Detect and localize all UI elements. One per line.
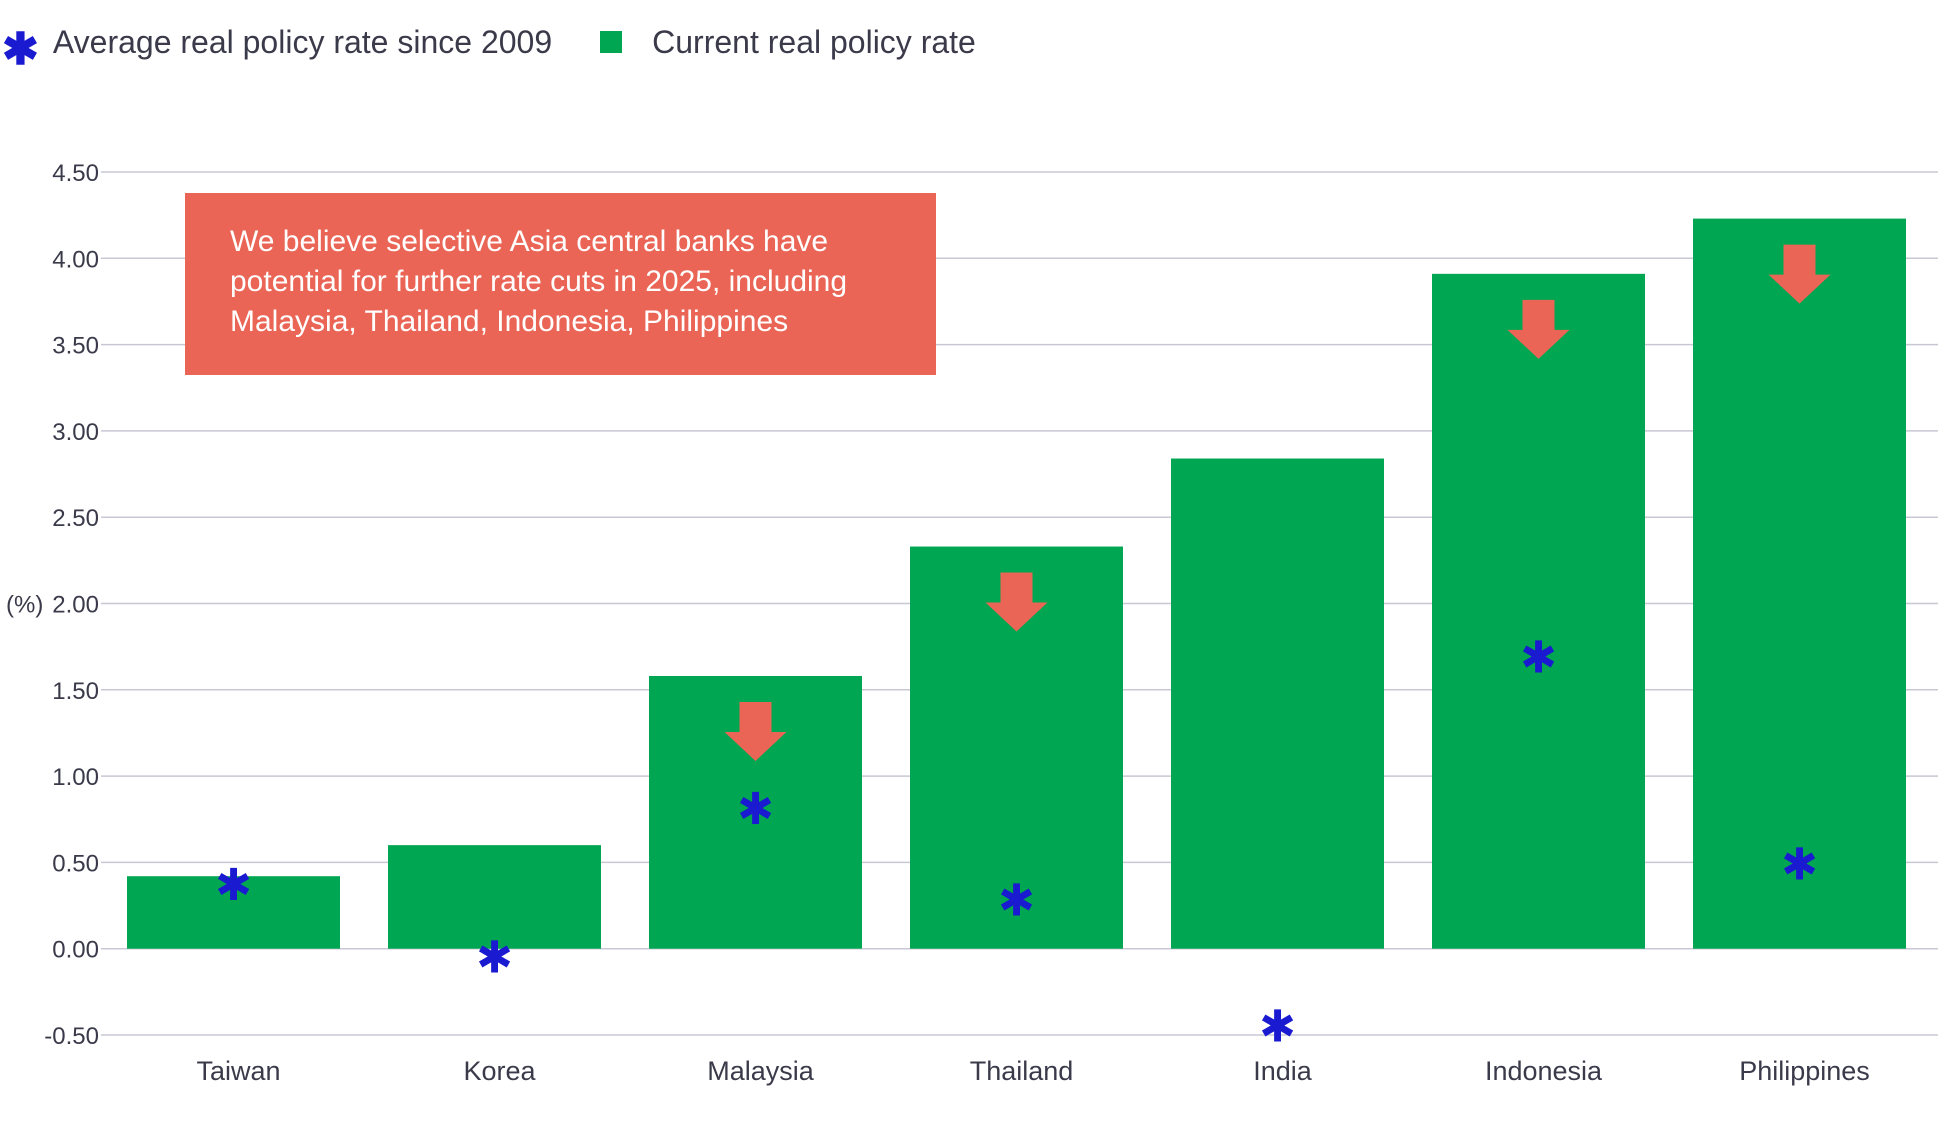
y-tick-label: 1.50	[52, 678, 99, 705]
bar-korea	[388, 845, 601, 949]
y-axis-label: (%)	[6, 592, 43, 619]
green-square-icon	[600, 31, 623, 53]
y-tick-label: 0.00	[52, 937, 99, 964]
down-arrow-icon	[1768, 244, 1831, 304]
asterisk-icon: ✱	[2, 25, 39, 74]
legend-label-current: Current real policy rate	[652, 23, 976, 60]
y-tick-label: 0.50	[52, 850, 99, 877]
y-tick-label: 2.50	[52, 505, 99, 532]
average-rate-marker: ✱	[1520, 632, 1557, 683]
x-tick-label: Malaysia	[707, 1056, 815, 1086]
y-tick-label: -0.50	[44, 1023, 99, 1050]
average-rate-marker: ✱	[476, 933, 513, 984]
x-tick-label: Indonesia	[1485, 1056, 1603, 1086]
callout-text: We believe selective Asia central banks …	[230, 225, 848, 338]
x-tick-label: Thailand	[970, 1056, 1074, 1086]
y-tick-label: 4.00	[52, 246, 99, 273]
y-tick-label: 2.00	[52, 592, 99, 619]
x-tick-label: Taiwan	[196, 1056, 280, 1086]
x-tick-label: Philippines	[1739, 1056, 1870, 1086]
down-arrow-icon	[724, 701, 787, 761]
legend-item-current: Current real policy rate	[600, 24, 976, 61]
average-rate-marker: ✱	[737, 784, 774, 835]
legend-label-average: Average real policy rate since 2009	[52, 23, 553, 60]
x-tick-label: India	[1253, 1056, 1313, 1086]
bar-india	[1171, 458, 1384, 949]
down-arrow-icon	[985, 572, 1048, 632]
callout-box: We believe selective Asia central banks …	[185, 193, 936, 375]
y-tick-label: 1.00	[52, 764, 99, 791]
y-tick-label: 3.50	[52, 333, 99, 360]
x-tick-label: Korea	[463, 1056, 536, 1086]
bar-indonesia	[1432, 273, 1645, 949]
bar-philippines	[1693, 218, 1906, 949]
average-rate-marker: ✱	[998, 876, 1035, 927]
y-tick-label: 3.00	[52, 419, 99, 446]
legend: ✱ Average real policy rate since 2009 Cu…	[0, 20, 1024, 72]
down-arrow-icon	[1507, 299, 1570, 359]
legend-item-average: ✱ Average real policy rate since 2009	[0, 20, 553, 72]
y-tick-label: 4.50	[52, 160, 99, 187]
average-rate-marker: ✱	[215, 860, 252, 911]
average-rate-marker: ✱	[1259, 1002, 1296, 1053]
average-rate-marker: ✱	[1781, 839, 1818, 890]
bar-taiwan	[127, 876, 340, 949]
